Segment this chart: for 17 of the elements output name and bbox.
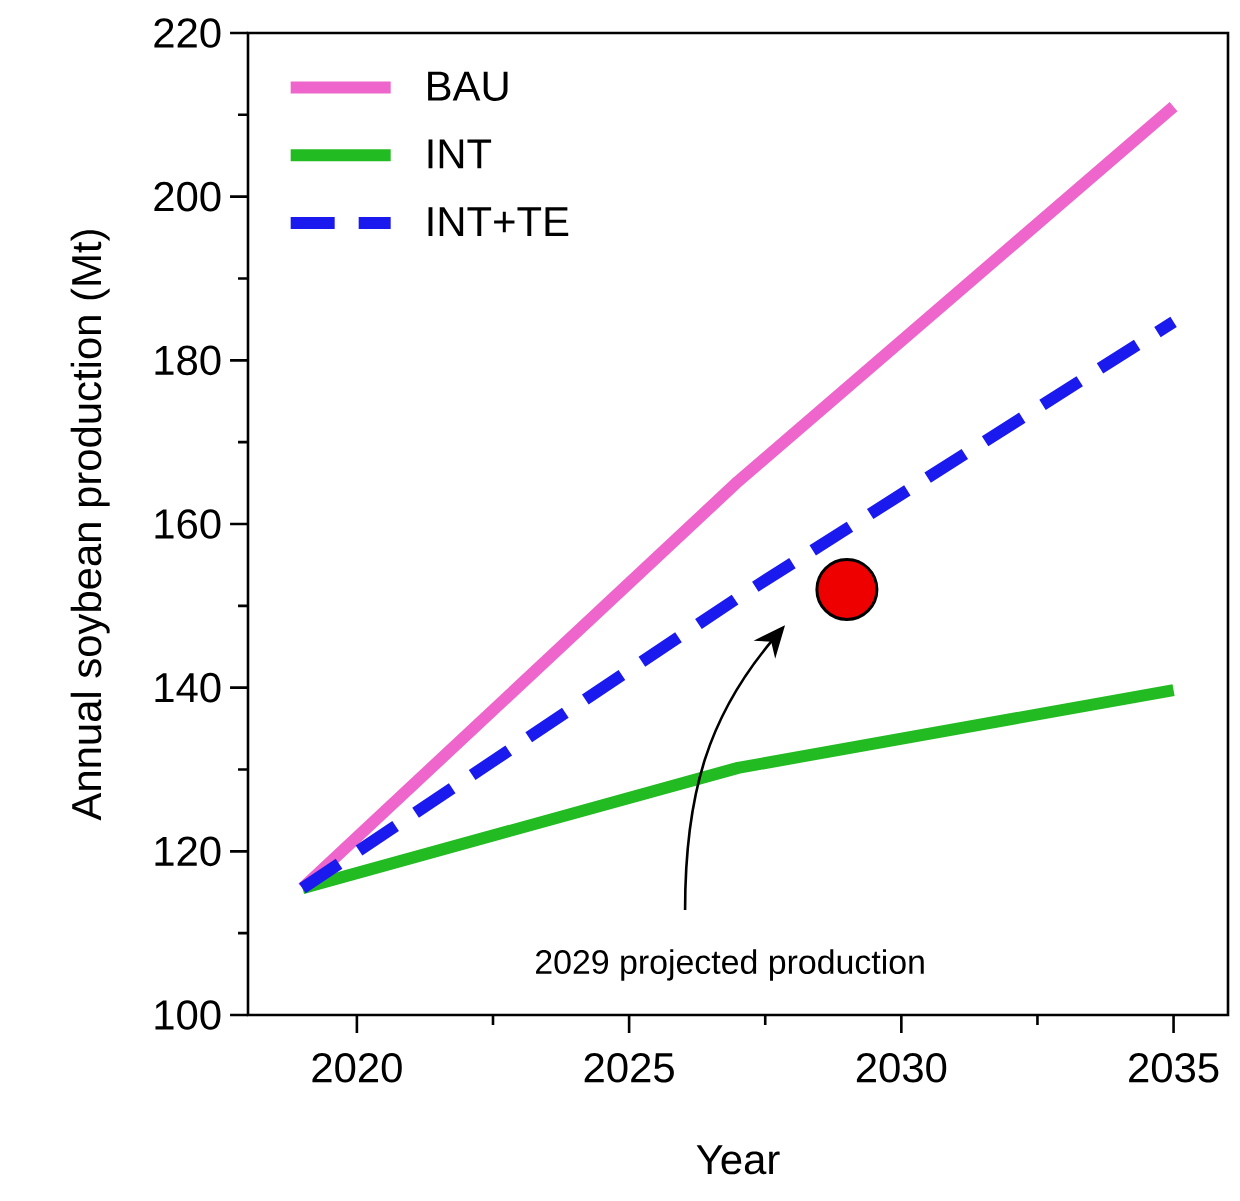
- x-tick-label: 2025: [584, 1052, 674, 1083]
- legend-label: BAU: [428, 71, 508, 101]
- y-tick-label: 220: [154, 18, 221, 48]
- x-axis-title: Year: [696, 1145, 780, 1175]
- y-tick-label: 180: [155, 345, 221, 376]
- legend-label: INT+TE: [428, 207, 569, 236]
- x-tick-label: 2020: [312, 1052, 402, 1083]
- x-tick-label: 2030: [856, 1052, 947, 1083]
- legend-label: INT: [428, 139, 492, 169]
- annotation: 2029 projected production: [536, 949, 924, 981]
- y-tick-label: 120: [155, 836, 221, 867]
- y-tick-label: 140: [155, 672, 221, 703]
- y-tick-label: 100: [155, 1000, 221, 1030]
- x-tick-label: 2035: [1129, 1052, 1219, 1083]
- y-axis-title: Annual soybean production (Mt): [70, 230, 110, 821]
- y-tick-label: 200: [154, 181, 221, 212]
- y-tick-label: 160: [155, 509, 221, 539]
